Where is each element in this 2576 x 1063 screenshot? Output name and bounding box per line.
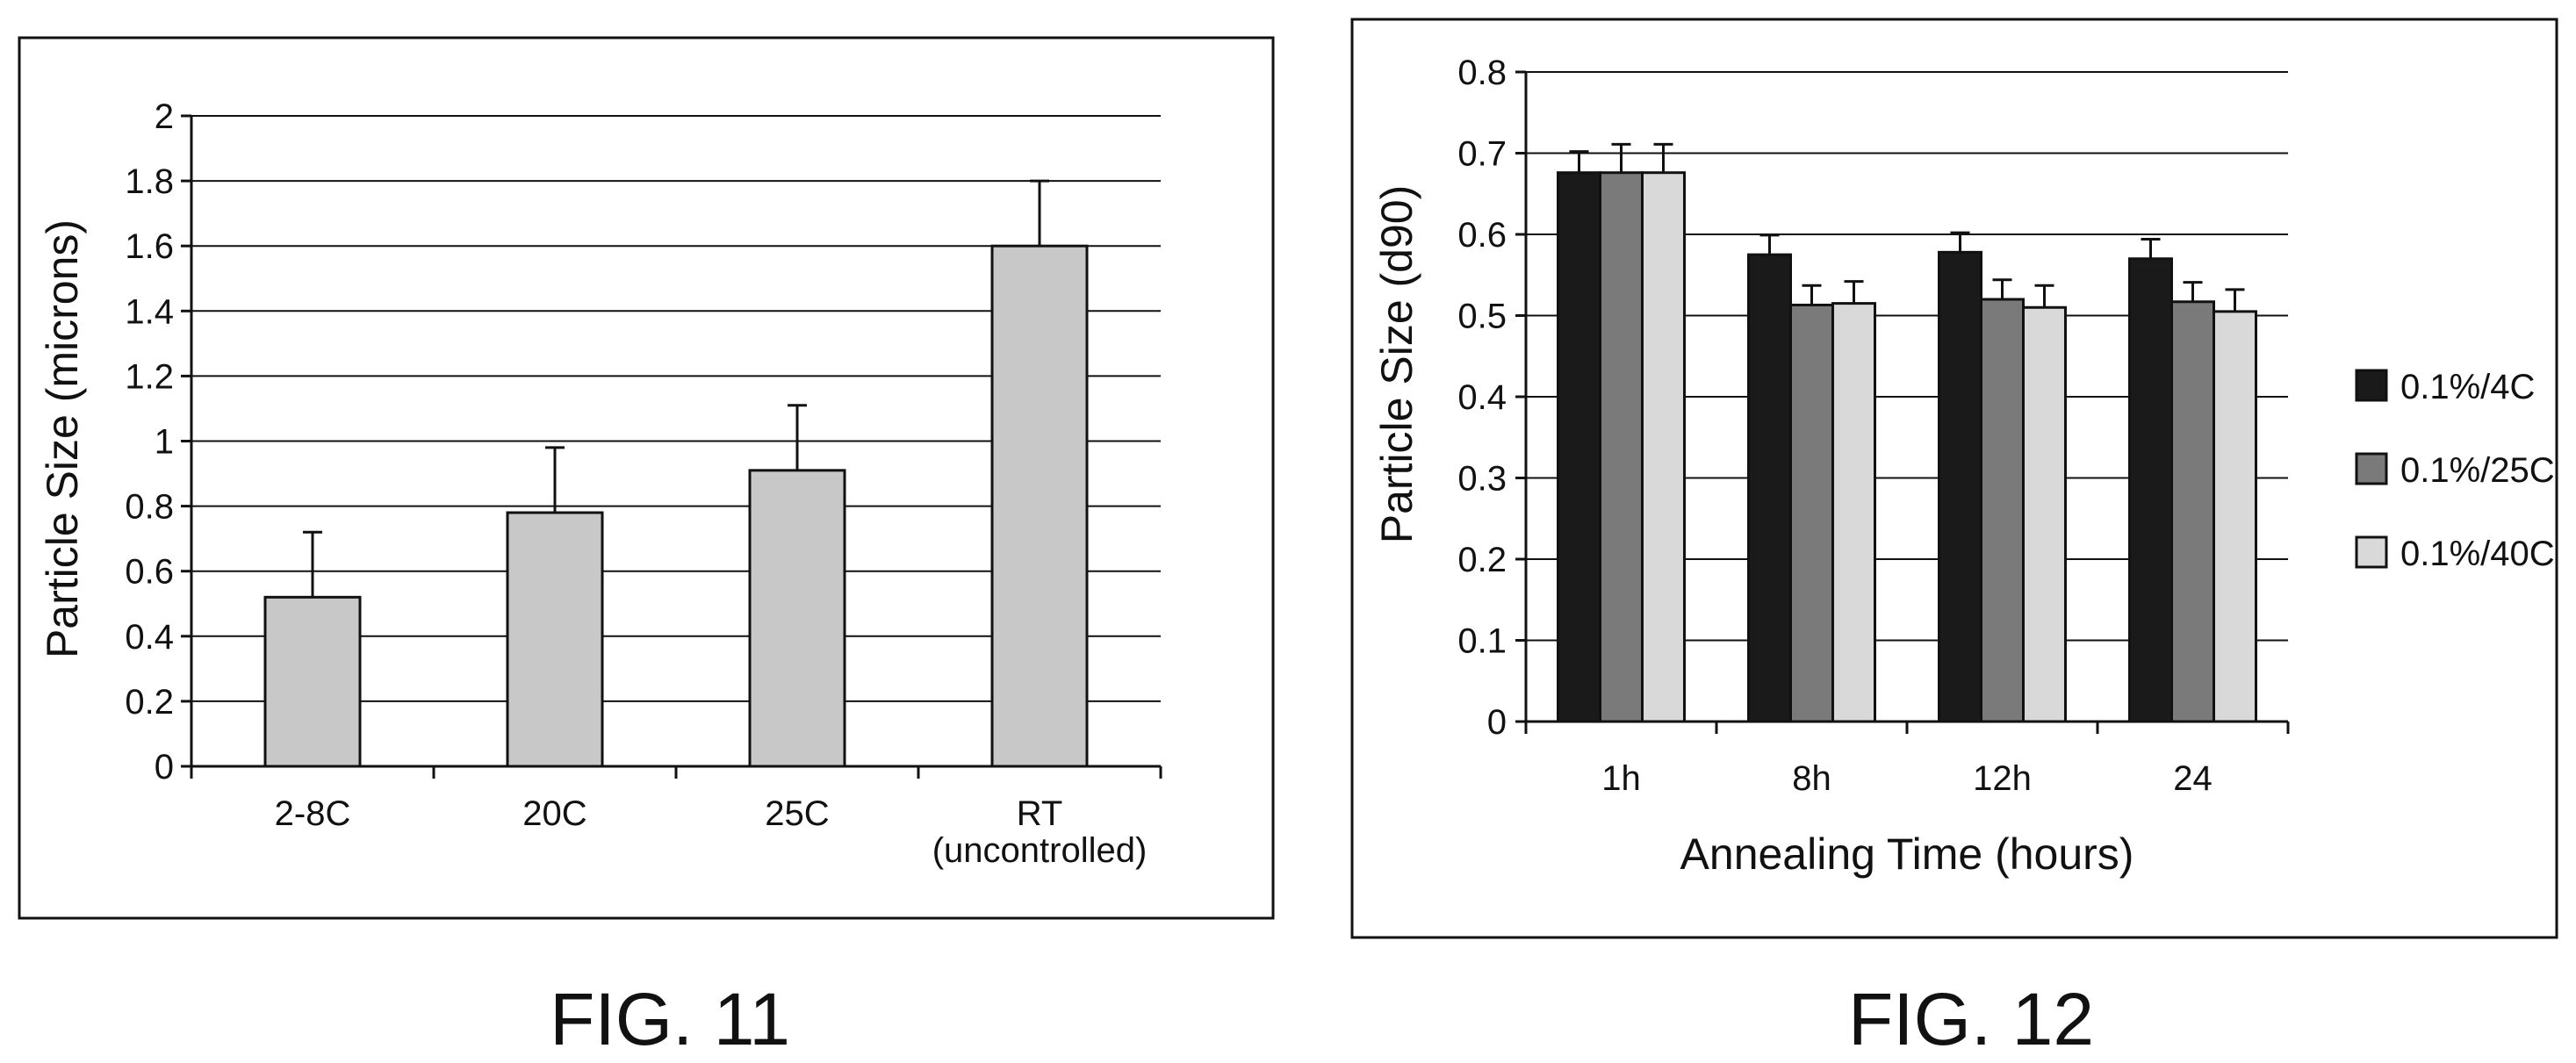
fig12-error-bar <box>1992 278 2012 299</box>
fig11-x-tick-label: 20C <box>522 794 586 833</box>
fig11-y-tick-label: 0.2 <box>125 683 174 722</box>
fig11-error-bar <box>545 446 565 514</box>
fig12-bar <box>1938 250 1982 723</box>
fig12-bar <box>1599 171 1644 723</box>
fig11-bars <box>263 179 1089 768</box>
fig11-x-tick-label: 25C <box>765 794 829 833</box>
fig12-error-bar <box>1569 150 1589 173</box>
fig11-y-tick-label: 0.4 <box>125 618 174 657</box>
fig11-bar <box>263 595 362 768</box>
fig12-error-bar <box>2225 288 2245 312</box>
fig12-bar <box>1789 303 1834 723</box>
fig12-error-bar <box>2034 284 2054 308</box>
fig11-bar <box>748 469 846 768</box>
fig12-legend-swatch <box>2355 535 2388 569</box>
fig11-bar <box>990 244 1089 768</box>
fig11-y-tick-label: 1.2 <box>125 357 174 396</box>
fig12-error-bar <box>1844 280 1864 304</box>
fig11-y-tick-label: 0 <box>155 748 174 786</box>
fig11-y-tick-labels: 0 0.2 0.4 0.6 0.8 1 1.2 1.4 1.6 1.8 2 <box>125 97 174 786</box>
fig12-bar <box>2170 300 2215 723</box>
fig11-caption: FIG. 11 <box>550 978 790 1060</box>
fig11-axes <box>181 114 1162 779</box>
fig12-x-tick-labels: 1h 8h 12h 24 <box>1601 759 2213 798</box>
fig12-x-tick-label: 1h <box>1601 759 1641 798</box>
fig12-x-tick-label: 8h <box>1792 759 1831 798</box>
fig12-bar <box>2128 257 2173 723</box>
fig11-y-tick-label: 0.6 <box>125 553 174 592</box>
fig12-bar <box>2213 310 2257 723</box>
fig12-x-tick-label: 24 <box>2173 759 2213 798</box>
fig12-bar <box>1831 302 1876 723</box>
fig11-x-tick-label: (uncontrolled) <box>932 831 1148 870</box>
fig12-error-bar <box>1802 284 1822 305</box>
fig11-error-bar <box>1030 179 1049 247</box>
fig12-y-tick-label: 0.2 <box>1457 541 1507 579</box>
fig11-x-tick-labels: 2-8C 20C 25C RT(uncontrolled) <box>275 794 1148 870</box>
fig12-y-tick-label: 0.7 <box>1457 135 1507 174</box>
fig12-y-axis-title: Particle Size (d90) <box>1372 185 1421 544</box>
fig12-y-tick-label: 0.8 <box>1457 54 1507 92</box>
fig12-y-tick-labels: 0 0.1 0.2 0.3 0.4 0.5 0.6 0.7 0.8 <box>1457 54 1507 742</box>
fig12-legend-swatch <box>2355 369 2388 402</box>
fig12-error-bar <box>2141 238 2161 259</box>
fig12-chart: 0 0.1 0.2 0.3 0.4 0.5 0.6 0.7 0.8 1h 8h 12h 24 Part… <box>1350 18 2558 939</box>
fig11-y-axis-title: Particle Size (microns) <box>38 219 87 658</box>
fig11-y-tick-label: 1.6 <box>125 227 174 266</box>
fig12-y-tick-label: 0.6 <box>1457 216 1507 255</box>
fig12-legend-label: 0.1%/40C <box>2400 535 2555 573</box>
fig12-bar <box>2022 305 2067 723</box>
fig12-bar <box>1980 298 2025 723</box>
fig11-y-tick-label: 1.8 <box>125 162 174 201</box>
fig12-bars <box>1557 142 2257 723</box>
fig12-y-tick-label: 0.5 <box>1457 298 1507 336</box>
fig12-y-tick-label: 0.3 <box>1457 460 1507 499</box>
fig12-y-tick-label: 0 <box>1487 703 1507 742</box>
fig12-legend: 0.1%/4C 0.1%/25C 0.1%/40C <box>2355 368 2555 573</box>
fig12-x-axis-title: Annealing Time (hours) <box>1680 830 2134 879</box>
fig12-caption: FIG. 12 <box>1848 978 2094 1060</box>
fig12-error-bar <box>1611 142 1631 173</box>
fig12-bar <box>1557 171 1601 723</box>
fig12-axes <box>1515 70 2290 734</box>
fig12-legend-label: 0.1%/25C <box>2400 451 2555 490</box>
fig12-error-bar <box>2183 281 2203 302</box>
fig11-y-tick-label: 1 <box>155 423 174 462</box>
fig11-error-bar <box>788 404 807 470</box>
fig11-chart: 0 0.2 0.4 0.6 0.8 1 1.2 1.4 1.6 1.8 2 2-8C 20C 25C RT… <box>18 36 1275 920</box>
fig12-error-bar <box>1759 233 1780 255</box>
fig11-x-tick-label: 2-8C <box>275 794 351 833</box>
fig12-legend-label: 0.1%/4C <box>2400 368 2535 406</box>
fig11-bar <box>506 511 604 768</box>
fig12-bar <box>1641 171 1686 723</box>
fig12-legend-swatch <box>2355 452 2388 485</box>
fig12-bar <box>1747 253 1792 723</box>
fig11-y-tick-label: 1.4 <box>125 292 174 331</box>
fig11-error-bar <box>303 530 322 598</box>
fig11-y-tick-label: 0.8 <box>125 488 174 527</box>
fig12-error-bar <box>1653 142 1673 173</box>
fig12-y-tick-label: 0.1 <box>1457 622 1507 661</box>
fig12-y-tick-label: 0.4 <box>1457 378 1507 417</box>
fig12-error-bar <box>1950 231 1970 253</box>
fig12-x-tick-label: 12h <box>1973 759 2032 798</box>
fig11-x-tick-label: RT <box>1017 794 1063 833</box>
fig11-y-tick-label: 2 <box>155 97 174 136</box>
